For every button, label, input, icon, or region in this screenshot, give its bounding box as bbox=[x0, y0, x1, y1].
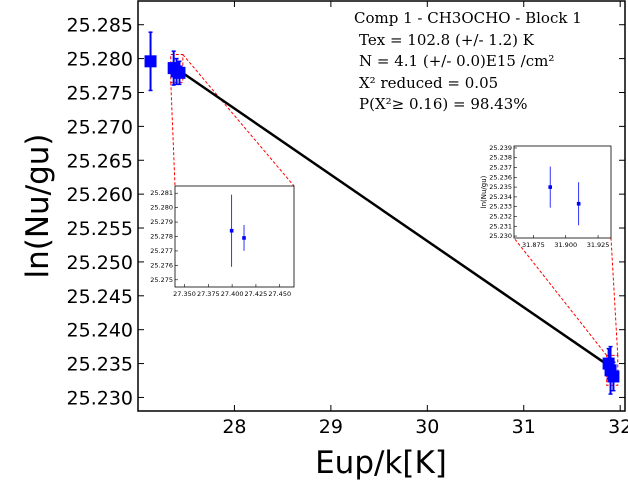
inset-y-tick-label: 25.280 bbox=[150, 204, 173, 212]
annotation-line-4: X² reduced = 0.05 bbox=[359, 74, 498, 92]
inset-y-tick-label: 25.279 bbox=[150, 218, 173, 226]
zoom-connector bbox=[182, 54, 295, 187]
inset-frame bbox=[174, 185, 295, 288]
y-tick-label: 25.265 bbox=[67, 150, 133, 172]
inset-y-tick-label: 25.232 bbox=[489, 212, 512, 220]
inset-y-tick-label: 25.233 bbox=[489, 203, 512, 211]
fit-line bbox=[175, 67, 612, 368]
inset-x-tick-label: 27.350 bbox=[173, 290, 196, 298]
inset-data-point bbox=[242, 236, 246, 240]
inset-x-tick-label: 27.400 bbox=[221, 290, 244, 298]
inset-y-tick-label: 25.239 bbox=[489, 144, 512, 152]
x-tick-label: 31 bbox=[512, 416, 536, 438]
y-tick-label: 25.285 bbox=[67, 15, 133, 37]
inset-y-tick-label: 25.238 bbox=[489, 154, 512, 162]
inset-y-tick-label: 25.236 bbox=[489, 173, 512, 181]
inset-y-tick-label: 25.230 bbox=[489, 232, 512, 240]
y-tick-label: 25.245 bbox=[67, 286, 133, 308]
y-tick-label: 25.255 bbox=[67, 218, 133, 240]
y-tick-label: 25.275 bbox=[67, 82, 133, 104]
inset-x-tick-label: 31.900 bbox=[554, 241, 577, 249]
inset-y-label: ln(Nu/gu) bbox=[480, 175, 488, 208]
inset-x-tick-label: 31.925 bbox=[587, 241, 610, 249]
inset-data-point bbox=[576, 201, 581, 206]
y-tick-label: 25.230 bbox=[67, 387, 133, 409]
x-axis-title: Eup/k[K] bbox=[315, 445, 447, 481]
x-tick-label: 32 bbox=[608, 416, 628, 438]
y-tick-label: 25.235 bbox=[67, 354, 133, 376]
data-point bbox=[144, 55, 157, 68]
y-tick-label: 25.250 bbox=[67, 252, 133, 274]
inset-x-tick-label: 27.425 bbox=[245, 290, 268, 298]
y-tick-label: 25.240 bbox=[67, 320, 133, 342]
data-points-layer bbox=[144, 31, 620, 395]
inset-data-point bbox=[229, 228, 234, 233]
annotation-line-1: Comp 1 - CH3OCHO - Block 1 bbox=[354, 9, 582, 27]
inset-y-tick-label: 25.277 bbox=[150, 247, 173, 255]
inset-left: 25.275 25.276 25.277 25.278 25.279 25.280 25.2… bbox=[150, 185, 295, 298]
fit-line-layer bbox=[175, 67, 612, 368]
y-tick-label: 25.260 bbox=[67, 184, 133, 206]
data-point bbox=[173, 66, 186, 79]
y-tick-label: 25.270 bbox=[67, 116, 133, 138]
inset-y-tick-label: 25.231 bbox=[489, 222, 512, 230]
inset-y-tick-label: 25.235 bbox=[489, 183, 512, 191]
inset-y-tick-label: 25.237 bbox=[489, 164, 512, 172]
inset-frame bbox=[513, 145, 612, 239]
inset-y-tick-label: 25.276 bbox=[150, 261, 173, 269]
inset-y-tick-label: 25.281 bbox=[150, 189, 173, 197]
zoom-connector bbox=[170, 82, 176, 187]
inset-x-tick-label: 31.875 bbox=[522, 241, 545, 249]
annotation-line-2: Tex = 102.8 (+/- 1.2) K bbox=[359, 31, 535, 49]
x-tick-label: 30 bbox=[415, 416, 439, 438]
inset-x-tick-label: 27.375 bbox=[197, 290, 220, 298]
inset-y-tick-label: 25.275 bbox=[150, 276, 173, 284]
inset-y-tick-label: 25.278 bbox=[150, 233, 173, 241]
inset-data-point bbox=[548, 185, 553, 189]
fit-annotation: Comp 1 - CH3OCHO - Block 1 Tex = 102.8 (… bbox=[354, 9, 582, 113]
y-axis-title: ln(Nu/gu) bbox=[20, 133, 56, 278]
inset-y-tick-label: 25.234 bbox=[489, 193, 512, 201]
plot-area-frame bbox=[137, 0, 626, 412]
y-axis-ticks: 25.230 25.235 25.240 25.245 25.250 25.255 25.2… bbox=[67, 15, 625, 409]
inset-x-tick-label: 27.450 bbox=[268, 290, 291, 298]
annotation-line-5: P(X²≥ 0.16) = 98.43% bbox=[359, 95, 528, 113]
x-tick-label: 28 bbox=[222, 416, 246, 438]
x-axis-ticks: 28 29 30 31 32 bbox=[222, 1, 628, 438]
annotation-line-3: N = 4.1 (+/- 0.0)E15 /cm² bbox=[359, 52, 554, 70]
data-point bbox=[607, 370, 620, 383]
y-tick-label: 25.280 bbox=[67, 49, 133, 71]
x-tick-label: 29 bbox=[319, 416, 343, 438]
